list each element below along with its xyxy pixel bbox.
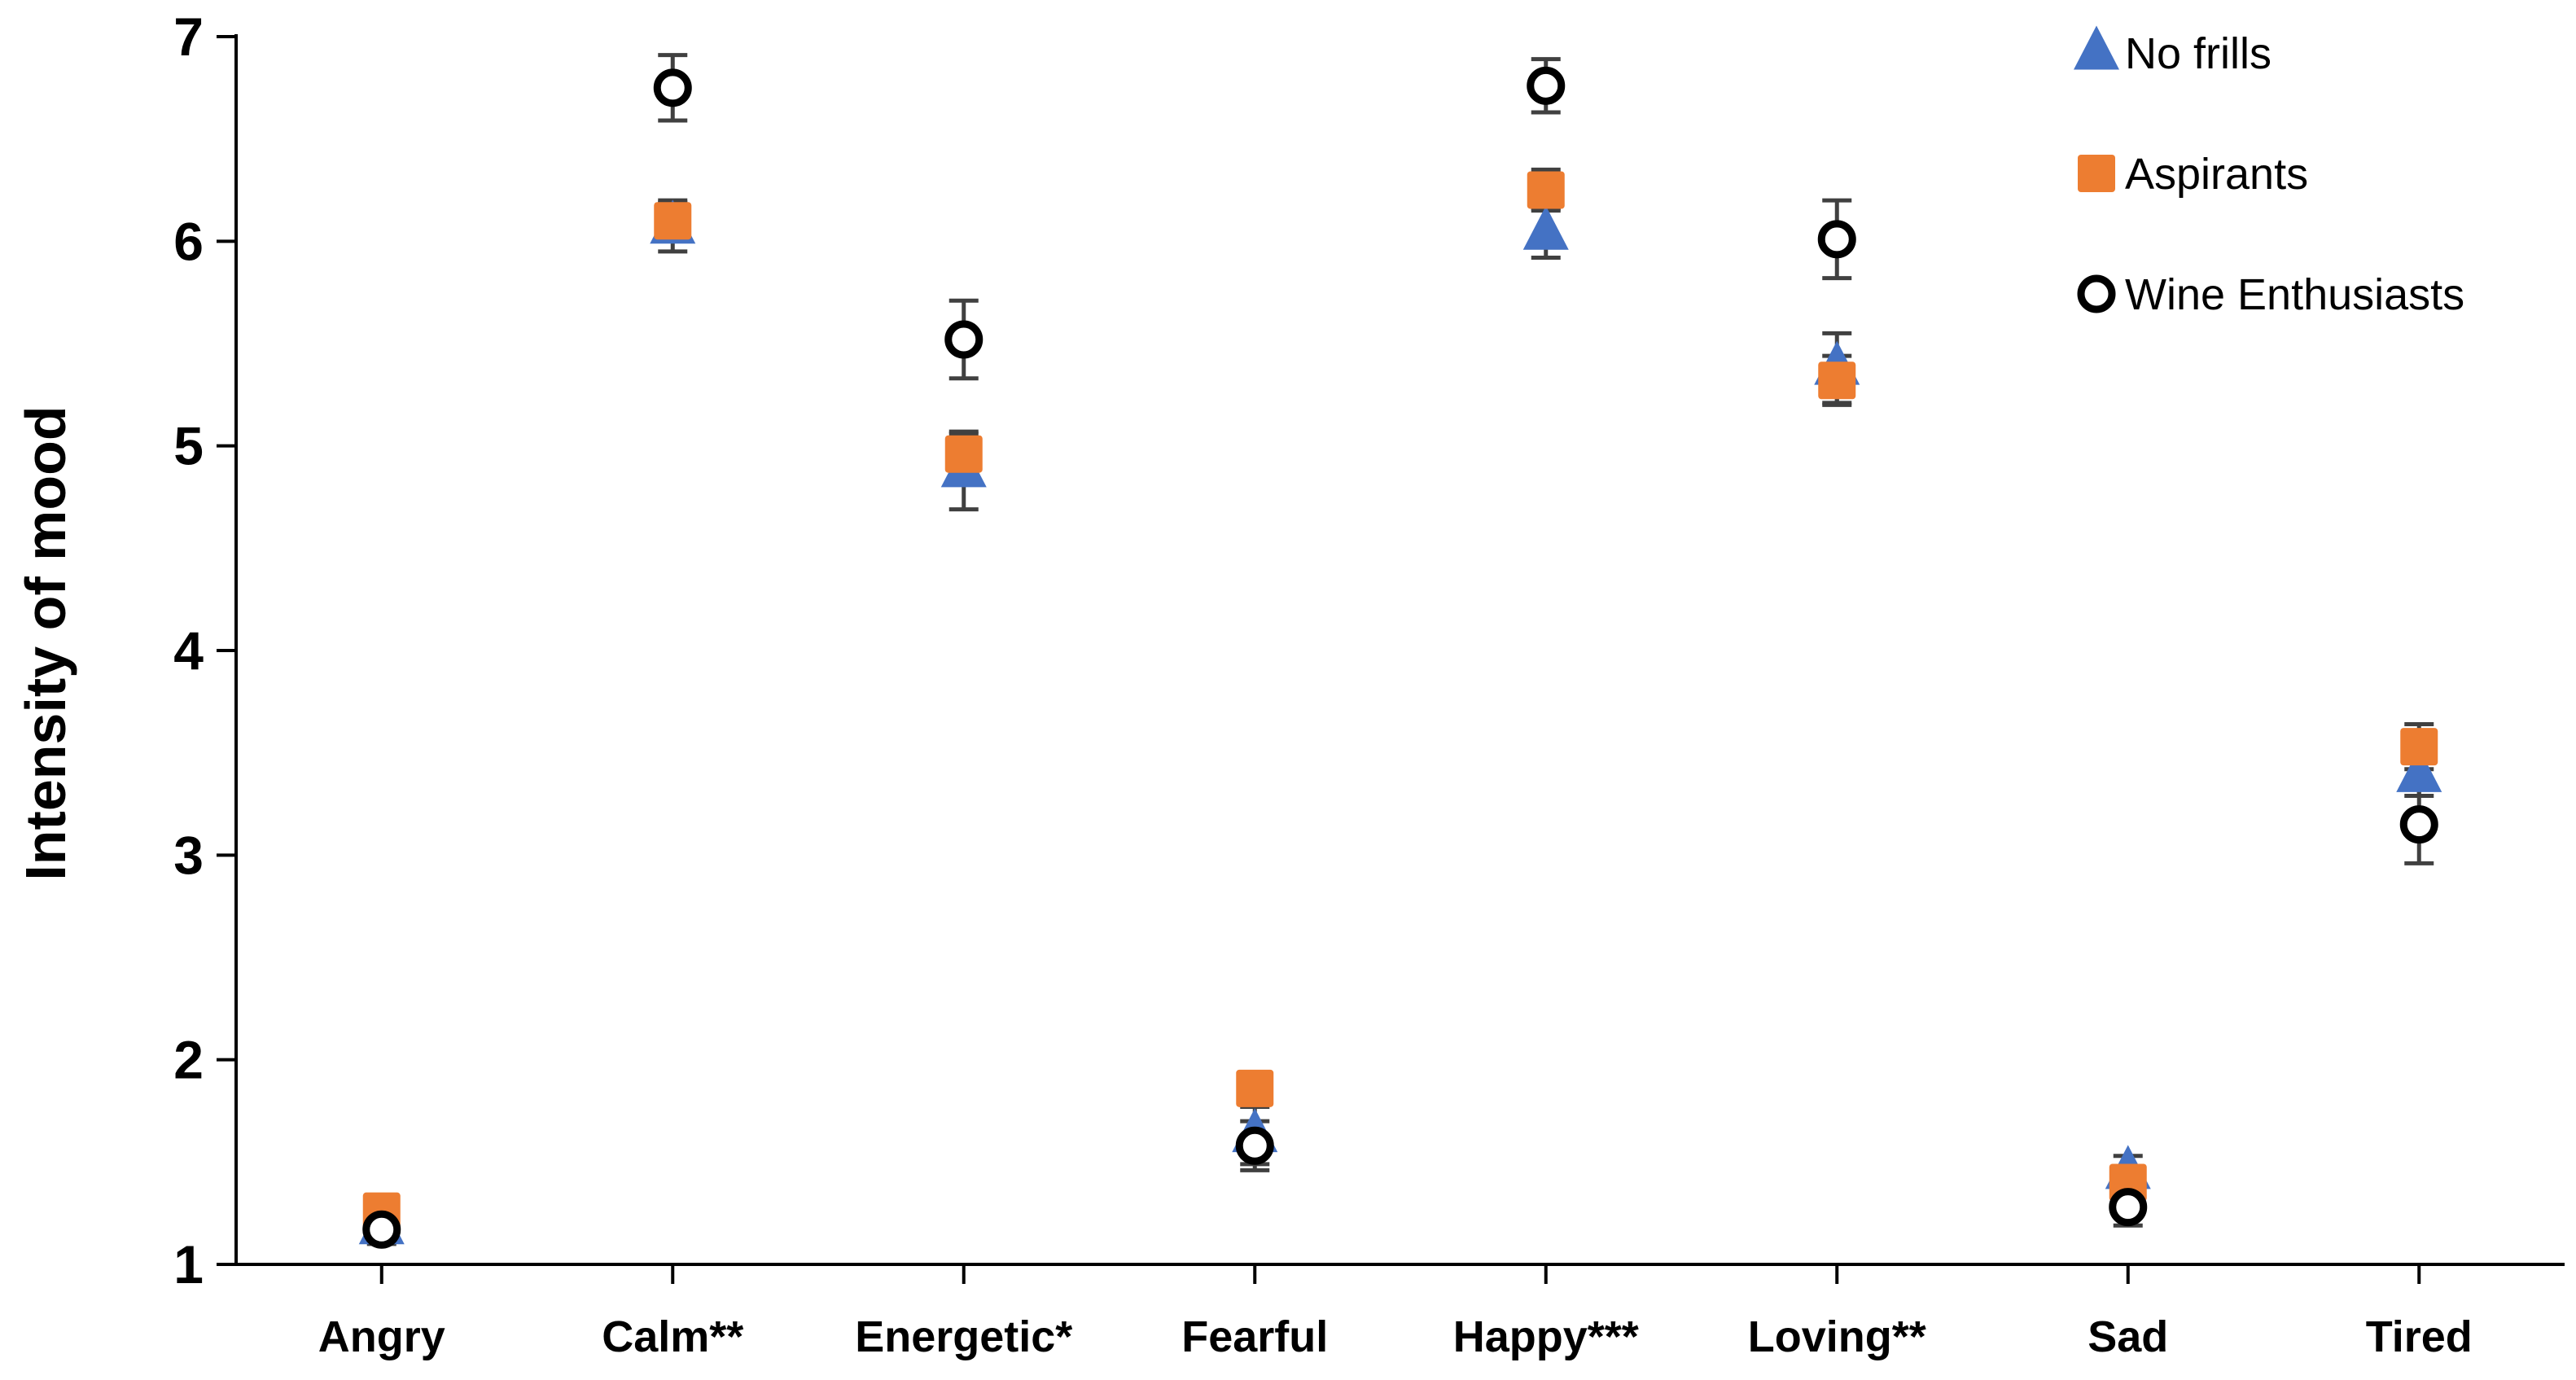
legend-item-wine-enthusiasts: Wine Enthusiasts <box>2077 270 2464 319</box>
y-tick-label: 3 <box>173 825 204 885</box>
legend-item-no-frills: No frills <box>2074 25 2272 78</box>
x-tick-label: Happy*** <box>1453 1312 1639 1361</box>
x-tick-label: Energetic* <box>855 1312 1072 1361</box>
y-axis-title: Intensity of mood <box>14 405 77 880</box>
legend-marker-wine-enthusiasts <box>2077 274 2116 313</box>
series-markers-aspirants <box>362 171 2438 1230</box>
x-tick-label: Sad <box>2088 1312 2168 1361</box>
data-point-wine-enthusiasts <box>944 320 984 359</box>
legend-marker-no-frills <box>2074 25 2119 70</box>
legend-marker-aspirants <box>2078 155 2115 192</box>
x-tick-label: Tired <box>2366 1312 2473 1361</box>
data-point-wine-enthusiasts <box>1817 220 1856 259</box>
x-tick-label: Loving** <box>1748 1312 1926 1361</box>
y-tick-label: 2 <box>173 1030 204 1090</box>
y-tick-label: 7 <box>173 7 204 67</box>
x-tick-label: Calm** <box>602 1312 743 1361</box>
y-tick-label: 6 <box>173 211 204 271</box>
data-point-wine-enthusiasts <box>653 68 692 107</box>
series-markers-no-frills <box>358 199 2442 1245</box>
legend-label: No frills <box>2125 29 2272 78</box>
x-tick-label: Fearful <box>1181 1312 1328 1361</box>
series-aspirants <box>366 167 2434 1224</box>
series-no-frills <box>366 200 2434 1240</box>
data-point-aspirants <box>654 202 692 240</box>
data-point-wine-enthusiasts <box>2109 1188 2148 1227</box>
y-tick-label: 1 <box>173 1234 204 1295</box>
data-point-aspirants <box>1818 361 1856 400</box>
plot-area <box>358 53 2442 1249</box>
legend-item-aspirants: Aspirants <box>2078 150 2308 199</box>
data-point-aspirants <box>944 435 983 473</box>
x-tick-label: Angry <box>318 1312 445 1361</box>
data-point-aspirants <box>1236 1069 1274 1107</box>
legend-label: Aspirants <box>2125 150 2308 199</box>
data-point-wine-enthusiasts <box>1235 1126 1274 1165</box>
data-point-no-frills <box>1522 205 1569 250</box>
data-point-wine-enthusiasts <box>1527 66 1566 105</box>
axes: 1 2 3 4 5 6 7 Angry Calm** Energetic* Fearful Happy… <box>173 7 2565 1361</box>
data-point-wine-enthusiasts <box>362 1210 401 1249</box>
data-point-no-frills <box>2396 747 2442 792</box>
y-tick-label: 4 <box>173 620 204 681</box>
legend-label: Wine Enthusiasts <box>2125 270 2464 319</box>
legend: No frills Aspirants Wine Enthusiasts <box>2074 25 2464 319</box>
data-point-aspirants <box>2400 728 2438 766</box>
series-markers-wine-enthusiasts <box>362 66 2438 1249</box>
data-point-wine-enthusiasts <box>2399 805 2438 844</box>
data-point-aspirants <box>1527 171 1565 209</box>
y-tick-label: 5 <box>173 416 204 476</box>
